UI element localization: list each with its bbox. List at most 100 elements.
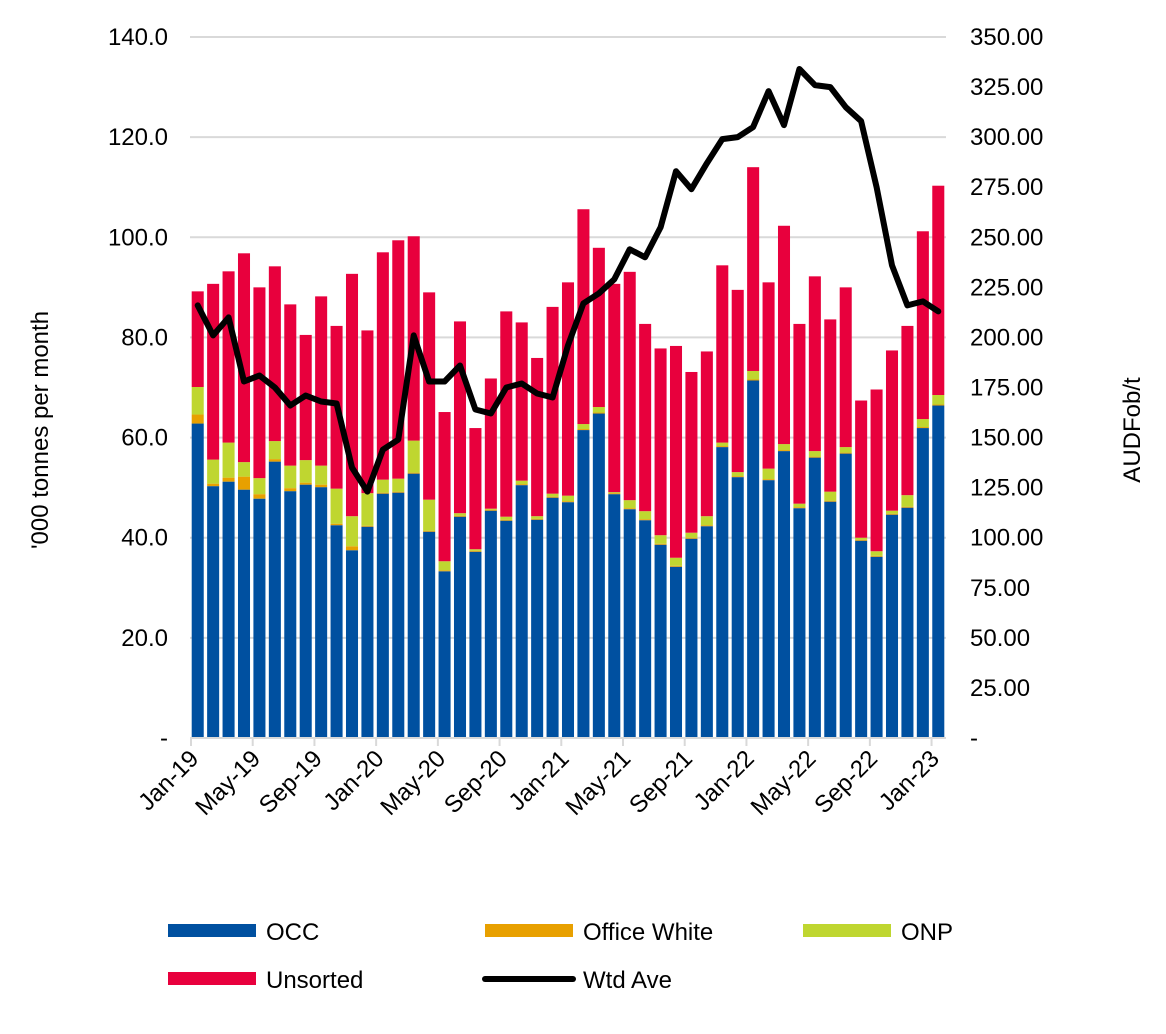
bar-onp: [839, 447, 852, 453]
bar-office-white: [453, 515, 467, 517]
bar-onp: [207, 459, 220, 484]
bar-unsorted: [284, 304, 297, 466]
bar-occ: [268, 461, 281, 738]
bar-occ: [531, 519, 544, 738]
bar-onp: [453, 513, 467, 516]
bar-onp: [469, 549, 482, 551]
bar-office-white: [855, 539, 868, 541]
bar-occ: [762, 480, 775, 738]
x-tick-label: May-20: [375, 745, 451, 821]
bar-occ: [916, 428, 929, 738]
y-tick-label: 60.0: [121, 425, 168, 452]
y2-tick-label: 150.00: [970, 425, 1043, 452]
bar-onp: [423, 499, 436, 531]
bar-onp: [284, 465, 297, 489]
bar-onp: [253, 478, 266, 495]
y2-tick-label: 300.00: [970, 124, 1043, 151]
y2-axis-title: AUDFob/t: [1119, 377, 1146, 483]
bar-occ: [839, 453, 852, 738]
y2-tick-label: 250.00: [970, 224, 1043, 251]
bar-occ: [407, 473, 420, 738]
bar-occ: [885, 514, 899, 738]
bar-office-white: [901, 506, 914, 508]
bar-onp: [608, 492, 621, 494]
bar-occ: [484, 510, 497, 738]
bar-unsorted: [268, 266, 281, 442]
bar-occ: [855, 540, 868, 738]
bar-onp: [623, 500, 636, 509]
bar-office-white: [484, 509, 497, 511]
bar-occ: [731, 477, 744, 738]
bar-onp: [546, 493, 559, 497]
bar-office-white: [315, 484, 328, 488]
bar-occ: [716, 447, 729, 738]
bar-office-white: [592, 412, 605, 414]
bar-unsorted: [623, 271, 636, 501]
bar-office-white: [731, 476, 744, 478]
bar-onp: [639, 511, 652, 520]
bar-occ: [777, 451, 791, 738]
bar-office-white: [222, 477, 235, 482]
bar-unsorted: [824, 319, 837, 492]
bar-unsorted: [484, 378, 497, 509]
bar-unsorted: [237, 253, 251, 463]
bar-occ: [747, 380, 760, 738]
bar-unsorted: [608, 283, 621, 493]
bar-onp: [855, 537, 868, 540]
bar-unsorted: [808, 276, 821, 452]
bar-occ: [361, 526, 374, 738]
bar-onp: [808, 451, 821, 457]
bar-occ: [592, 413, 605, 738]
bar-onp: [654, 535, 667, 544]
bar-office-white: [423, 530, 436, 532]
y2-tick-label: 75.00: [970, 575, 1030, 602]
bar-office-white: [639, 519, 652, 521]
y2-tick-label: 100.00: [970, 525, 1043, 552]
bar-unsorted: [315, 296, 328, 466]
bars: [191, 167, 945, 738]
bar-office-white: [546, 496, 559, 498]
bar-office-white: [808, 456, 821, 458]
bar-unsorted: [361, 330, 374, 494]
legend-label-wtd-ave: Wtd Ave: [583, 967, 672, 994]
bar-occ: [315, 487, 328, 738]
bar-occ: [808, 457, 821, 738]
bar-office-white: [608, 493, 621, 495]
legend-label-office-white: Office White: [583, 919, 713, 946]
bar-office-white: [469, 550, 482, 552]
bar-office-white: [824, 500, 837, 502]
bar-office-white: [191, 414, 204, 424]
bar-office-white: [376, 492, 389, 494]
legend-label-onp: ONP: [901, 919, 953, 946]
bar-onp: [361, 493, 374, 526]
bar-onp: [731, 472, 744, 477]
bar-office-white: [669, 565, 683, 567]
bar-onp: [824, 491, 837, 501]
bar-unsorted: [376, 252, 389, 480]
bar-office-white: [268, 459, 281, 462]
legend-swatch-occ: [168, 924, 256, 937]
bar-occ: [515, 485, 528, 738]
bar-onp: [222, 442, 235, 478]
x-tick-label: Sep-20: [439, 745, 513, 819]
legend-swatch-onp: [803, 924, 891, 937]
bar-occ: [561, 502, 575, 738]
bar-occ: [330, 525, 343, 738]
legend: OCC Office White ONP Unsorted Wtd Ave: [168, 919, 953, 994]
bar-office-white: [345, 546, 359, 551]
y-axis-title: '000 tonnes per month: [27, 311, 54, 549]
bar-occ: [870, 556, 883, 738]
bar-unsorted: [577, 209, 590, 425]
bar-office-white: [515, 484, 528, 486]
bar-occ: [392, 492, 405, 738]
bar-onp: [901, 495, 914, 507]
y-tick-label: 20.0: [121, 625, 168, 652]
bar-unsorted: [592, 247, 605, 408]
bar-occ: [253, 498, 266, 738]
bar-onp: [777, 444, 791, 451]
bar-unsorted: [793, 323, 806, 504]
bar-unsorted: [438, 412, 451, 562]
bar-unsorted: [654, 348, 667, 536]
x-tick-label: May-19: [190, 745, 266, 821]
